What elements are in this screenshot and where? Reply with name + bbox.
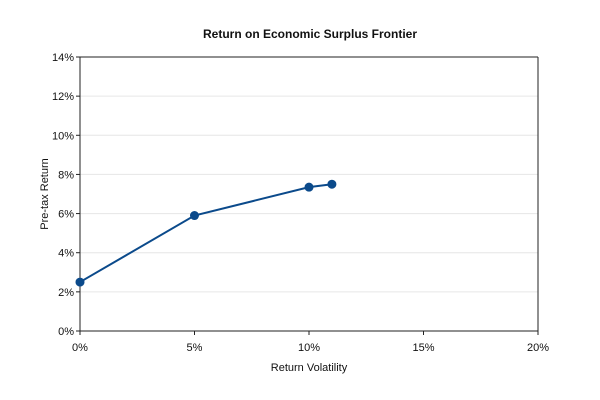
series-layer bbox=[75, 179, 337, 287]
y-tick-label-1: 2% bbox=[58, 287, 74, 299]
y-tick-label-3: 6% bbox=[58, 209, 74, 221]
x-tick-label-1: 5% bbox=[187, 342, 203, 354]
x-tick-label-0: 0% bbox=[72, 342, 88, 354]
x-tick-label-3: 15% bbox=[412, 342, 434, 354]
y-tick-label-7: 14% bbox=[52, 52, 74, 64]
x-tick-label-4: 20% bbox=[527, 342, 549, 354]
data-point-3 bbox=[327, 179, 337, 189]
data-point-0 bbox=[75, 277, 85, 287]
y-tick-label-4: 8% bbox=[58, 169, 74, 181]
y-tick-label-0: 0% bbox=[58, 326, 74, 338]
grid-layer bbox=[80, 56, 538, 293]
y-tick-label-6: 12% bbox=[52, 91, 74, 103]
x-axis-label: Return Volatility bbox=[271, 362, 348, 374]
data-point-1 bbox=[190, 211, 199, 221]
axes-layer bbox=[79, 56, 539, 332]
data-point-2 bbox=[304, 182, 314, 192]
ticks-layer: 0% 2% 4% 6% 8% 10% 12% 14% 0% 5% 10% 15% 20% bbox=[52, 52, 549, 354]
y-tick-label-5: 10% bbox=[52, 130, 74, 142]
y-tick-label-2: 4% bbox=[58, 248, 74, 260]
x-tick-label-2: 10% bbox=[298, 342, 320, 354]
chart-title: Return on Economic Surplus Frontier bbox=[203, 27, 417, 41]
series-line-0 bbox=[79, 183, 333, 283]
y-axis-label: Pre-tax Return bbox=[39, 158, 51, 230]
